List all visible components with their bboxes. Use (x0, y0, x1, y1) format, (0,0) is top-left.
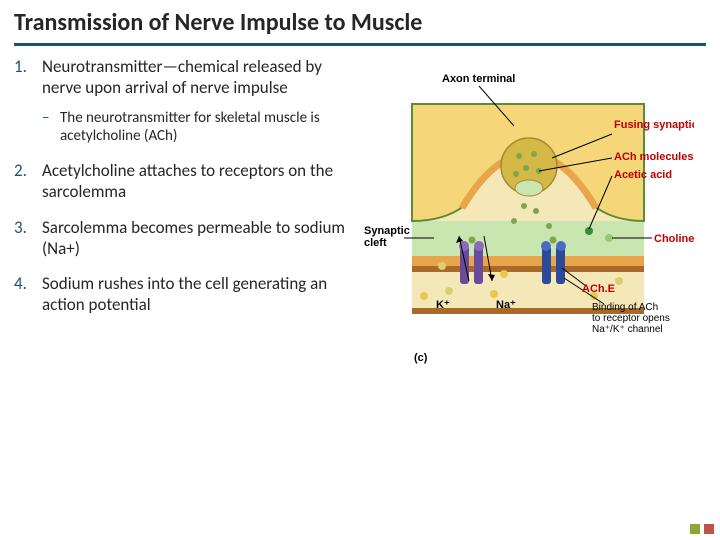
list-item: Acetylcholine attaches to receptors on t… (14, 160, 358, 203)
list-text: Neurotransmitter—chemical released by ne… (42, 56, 322, 98)
label-choline: Choline (654, 233, 694, 245)
accent-square (690, 524, 700, 534)
label-k: K⁺ (436, 299, 450, 311)
label-binding1: Binding of ACh (592, 302, 658, 313)
label-axon: Axon terminal (442, 73, 515, 85)
label-ache: ACh.E (582, 283, 615, 295)
diagram-column: Axon terminal Fusing synaptic vesicle AC… (364, 56, 694, 391)
main-list: Neurotransmitter—chemical released by ne… (14, 56, 358, 316)
label-binding2: to receptor opens (592, 313, 670, 324)
label-binding3: Na⁺/K⁺ channel (592, 324, 663, 335)
label-acetic: Acetic acid (614, 169, 672, 181)
accent-square (704, 524, 714, 534)
list-item: Neurotransmitter—chemical released by ne… (14, 56, 358, 146)
text-column: Neurotransmitter—chemical released by ne… (14, 56, 364, 391)
page-title: Transmission of Nerve Impulse to Muscle (14, 8, 706, 37)
label-na: Na⁺ (496, 299, 516, 311)
panel-letter: (c) (414, 352, 428, 364)
content-area: Neurotransmitter—chemical released by ne… (0, 46, 720, 391)
list-item: Sodium rushes into the cell generating a… (14, 273, 358, 316)
label-vesicle: Fusing synaptic vesicle (614, 119, 694, 131)
sub-item: The neurotransmitter for skeletal muscle… (42, 109, 358, 147)
label-ach-mol: ACh molecules (614, 151, 693, 163)
list-item: Sarcolemma becomes permeable to sodium (… (14, 217, 358, 260)
sub-list: The neurotransmitter for skeletal muscle… (42, 109, 358, 147)
label-cleft-2: cleft (364, 237, 387, 249)
label-cleft-1: Synaptic (364, 225, 410, 237)
synapse-diagram: Axon terminal Fusing synaptic vesicle AC… (364, 56, 694, 386)
corner-accent (690, 524, 714, 534)
